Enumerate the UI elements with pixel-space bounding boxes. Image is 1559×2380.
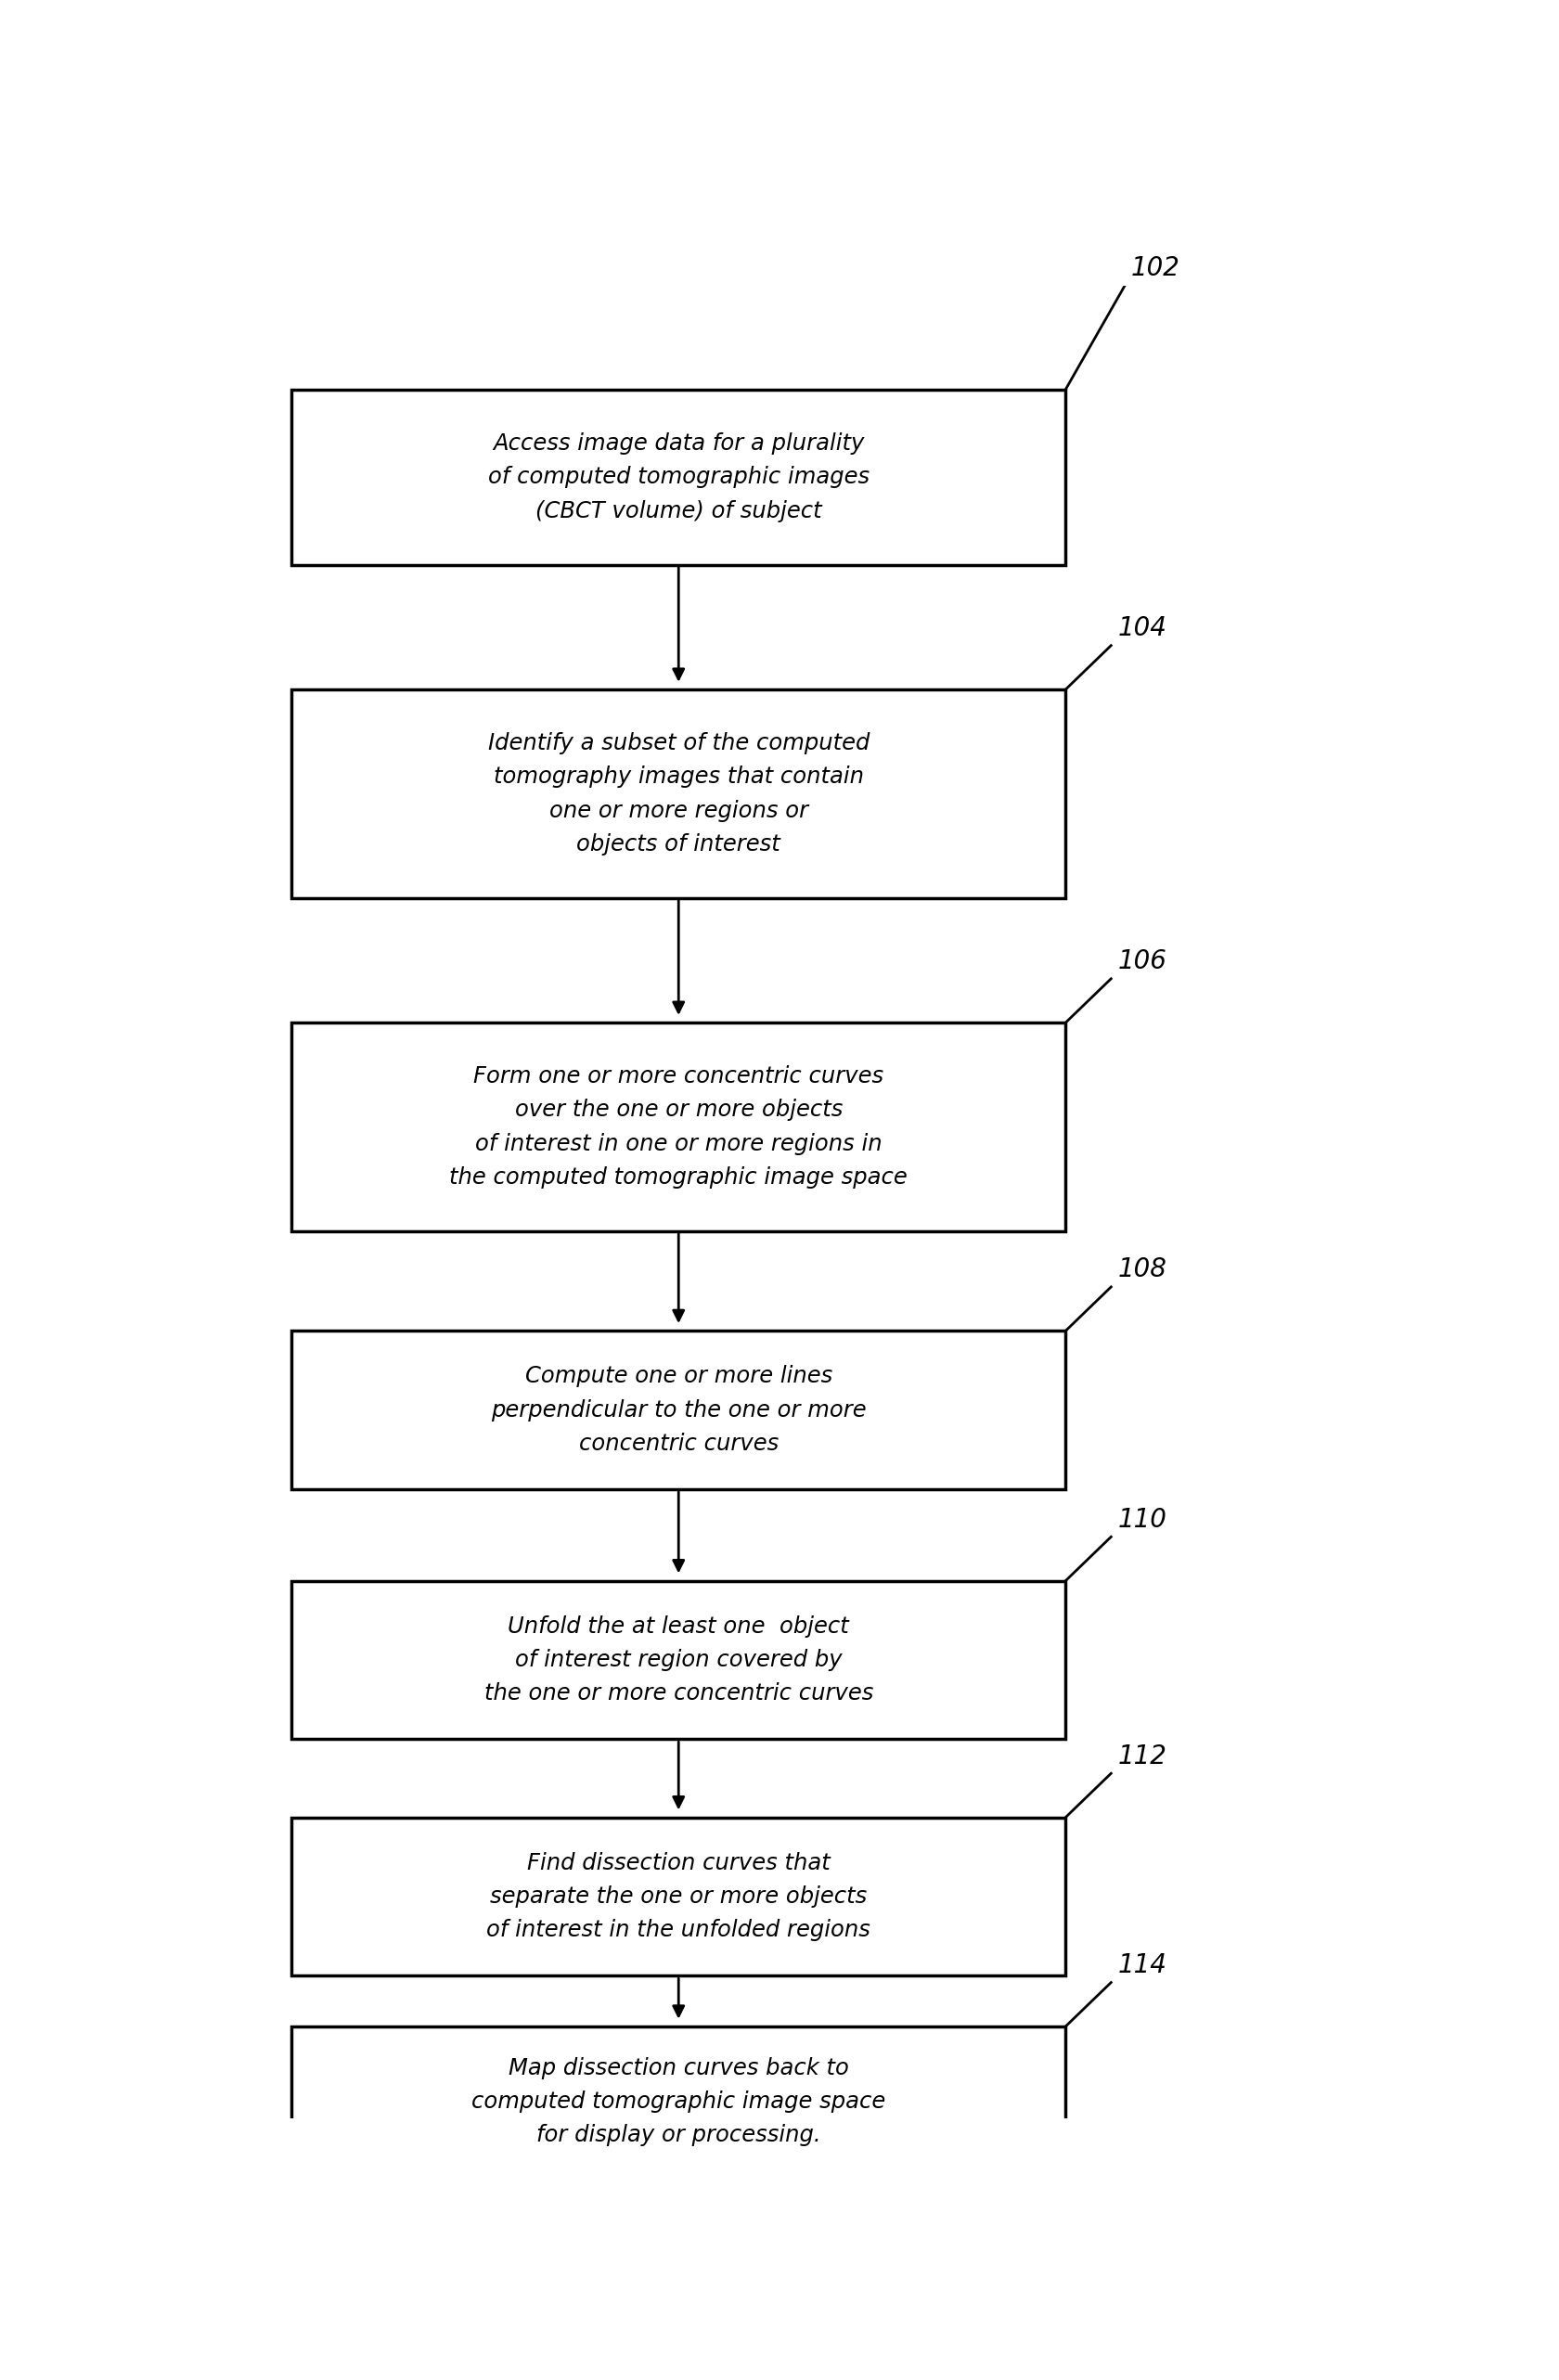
Text: Compute one or more lines
perpendicular to the one or more
concentric curves: Compute one or more lines perpendicular … — [491, 1366, 865, 1454]
Text: 110: 110 — [1118, 1507, 1166, 1533]
Bar — [292, 1330, 1065, 1490]
Bar — [292, 1023, 1065, 1230]
Text: 112: 112 — [1118, 1742, 1166, 1768]
Text: Map dissection curves back to
computed tomographic image space
for display or pr: Map dissection curves back to computed t… — [471, 2056, 886, 2147]
Text: 108: 108 — [1118, 1257, 1166, 1283]
Text: Find dissection curves that
separate the one or more objects
of interest in the : Find dissection curves that separate the… — [486, 1852, 870, 1942]
Text: Identify a subset of the computed
tomography images that contain
one or more reg: Identify a subset of the computed tomogr… — [488, 733, 868, 854]
Text: 102: 102 — [1130, 255, 1180, 281]
Text: 114: 114 — [1118, 1952, 1166, 1978]
Bar — [292, 390, 1065, 564]
Text: 106: 106 — [1118, 950, 1166, 973]
Text: Access image data for a plurality
of computed tomographic images
(CBCT volume) o: Access image data for a plurality of com… — [488, 433, 868, 521]
Bar — [292, 2028, 1065, 2175]
Text: Form one or more concentric curves
over the one or more objects
of interest in o: Form one or more concentric curves over … — [449, 1066, 907, 1188]
Bar — [292, 690, 1065, 897]
Text: 104: 104 — [1118, 616, 1166, 640]
Bar — [292, 1580, 1065, 1740]
Text: Unfold the at least one  object
of interest region covered by
the one or more co: Unfold the at least one object of intere… — [483, 1616, 873, 1704]
Bar — [292, 1818, 1065, 1975]
